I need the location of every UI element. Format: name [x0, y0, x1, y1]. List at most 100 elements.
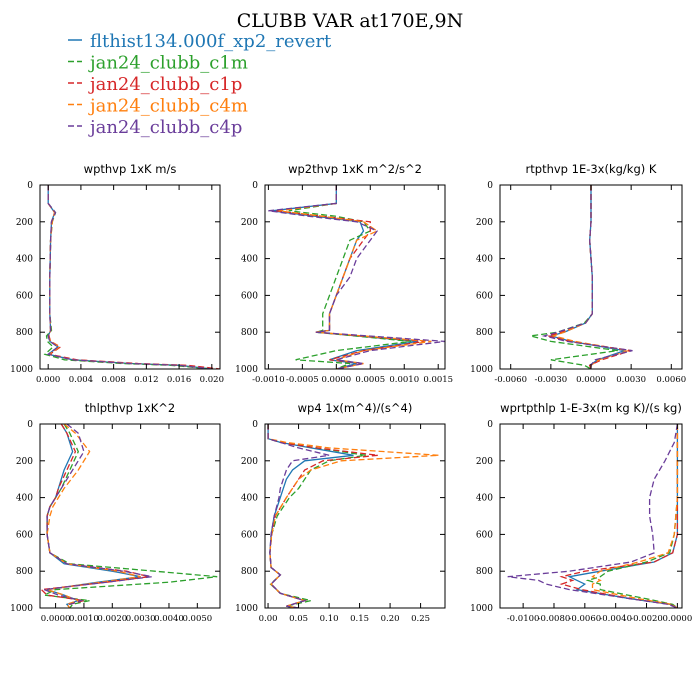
legend-label: jan24_clubb_c1p [88, 74, 242, 95]
series-line-1 [548, 185, 625, 369]
y-tick-label: 200 [16, 218, 33, 228]
y-tick-label: 0 [252, 181, 258, 191]
plot-frame [264, 184, 446, 370]
x-tick-label: 0.0000 [321, 375, 351, 385]
y-tick-label: 400 [16, 494, 33, 504]
x-tick-label: 0.0015 [423, 375, 453, 385]
x-tick-label: 0.00 [259, 614, 278, 624]
series-line-2 [288, 185, 412, 369]
panel-6: wprtpthlp 1-E-3x(m kg K)/(s kg) 0 200 400 60… [470, 401, 692, 624]
x-tick-label: 0.0060 [656, 375, 686, 385]
series-line-5 [44, 424, 153, 608]
y-tick-label: 1000 [470, 365, 493, 375]
panel-title: rtpthvp 1E-3x(kg/kg) K [526, 162, 657, 176]
panel-title: thlpthvp 1xK^2 [85, 401, 175, 415]
x-tick-label: -0.0010 [252, 375, 285, 385]
x-tick-label: 0.012 [134, 375, 158, 385]
y-tick-label: 200 [241, 218, 258, 228]
x-tick-label: -0.0100 [507, 614, 540, 624]
x-tick-label: 0.0040 [154, 614, 184, 624]
y-tick-label: 400 [476, 255, 493, 265]
y-tick-label: 600 [476, 291, 493, 301]
panel-4: thlpthvp 1xK^2020040060080010000.00000.0… [10, 401, 221, 624]
x-tick-label: -0.0030 [535, 375, 568, 385]
series-line-1 [567, 424, 679, 608]
series-line-4 [278, 185, 432, 369]
x-tick-label: 0.0000 [662, 614, 692, 624]
series-line-5 [46, 185, 212, 369]
legend-label: jan24_clubb_c4m [88, 96, 248, 117]
series-line-2 [43, 185, 212, 369]
series-line-3 [40, 424, 150, 608]
series-line-5 [507, 424, 679, 608]
legend: flthist134.000f_xp2_revert jan24_clubb_c1… [68, 31, 332, 138]
series-line-4 [267, 424, 439, 608]
series-line-4 [47, 185, 212, 369]
plot-frame [39, 423, 221, 609]
panel-3: rtpthvp 1E-3x(kg/kg) K02004006008001000-… [470, 162, 686, 385]
x-tick-label: 0.05 [289, 614, 308, 624]
plot-frame [499, 423, 683, 609]
x-tick-label: 0.0010 [389, 375, 419, 385]
series-line-2 [267, 424, 366, 608]
legend-label: jan24_clubb_c4p [88, 117, 242, 138]
x-tick-label: -0.0020 [630, 614, 663, 624]
x-tick-label: 0.0050 [182, 614, 212, 624]
panel-title: wp2thvp 1xK m^2/s^2 [288, 162, 422, 176]
x-tick-label: 0.020 [200, 375, 224, 385]
panel-2: wp2thvp 1xK m^2/s^202004006008001000-0.0… [235, 162, 453, 385]
y-tick-label: 200 [16, 457, 33, 467]
y-tick-label: 800 [476, 567, 493, 577]
x-tick-label: 0.0030 [616, 375, 646, 385]
x-tick-label: 0.0000 [41, 614, 71, 624]
series-line-3 [267, 424, 378, 608]
x-tick-label: -0.0060 [569, 614, 602, 624]
plot-frame [264, 423, 446, 609]
series-line-1 [267, 424, 354, 608]
y-tick-label: 800 [241, 328, 258, 338]
x-tick-label: 0.008 [101, 375, 125, 385]
x-tick-label: 0.0020 [97, 614, 127, 624]
y-tick-label: 800 [16, 567, 33, 577]
y-tick-label: 400 [476, 494, 493, 504]
y-tick-label: 200 [476, 457, 493, 467]
figure-title: CLUBB VAR at170E,9N [237, 10, 463, 32]
y-tick-label: 1000 [10, 604, 33, 614]
y-tick-label: 600 [476, 530, 493, 540]
y-tick-label: 400 [16, 255, 33, 265]
y-tick-label: 800 [476, 328, 493, 338]
y-tick-label: 400 [241, 494, 258, 504]
x-tick-label: 0.000 [36, 375, 60, 385]
series-group [268, 185, 445, 369]
legend-label: flthist134.000f_xp2_revert [90, 31, 332, 52]
series-group [267, 424, 439, 608]
x-tick-label: -0.0080 [538, 614, 571, 624]
y-tick-label: 1000 [470, 604, 493, 614]
y-tick-label: 0 [252, 420, 258, 430]
x-tick-label: 0.004 [69, 375, 93, 385]
series-line-3 [47, 185, 220, 369]
x-tick-label: 0.15 [350, 614, 369, 624]
x-tick-label: -0.0040 [599, 614, 632, 624]
x-tick-label: 0.20 [381, 614, 400, 624]
series-line-2 [42, 424, 218, 608]
y-tick-label: 600 [16, 530, 33, 540]
y-tick-label: 1000 [235, 365, 258, 375]
y-tick-label: 1000 [235, 604, 258, 614]
series-line-1 [46, 185, 212, 369]
series-group [507, 424, 679, 608]
x-tick-label: -0.0060 [494, 375, 527, 385]
series-group [530, 185, 633, 369]
series-line-1 [46, 424, 141, 608]
x-tick-label: 0.0010 [69, 614, 99, 624]
series-line-3 [559, 424, 679, 608]
y-tick-label: 0 [27, 420, 33, 430]
series-line-4 [46, 424, 141, 608]
x-tick-label: 0.0005 [355, 375, 385, 385]
x-tick-label: 0.016 [167, 375, 191, 385]
y-tick-label: 0 [487, 420, 493, 430]
x-tick-label: 0.0030 [126, 614, 156, 624]
y-tick-label: 1000 [10, 365, 33, 375]
